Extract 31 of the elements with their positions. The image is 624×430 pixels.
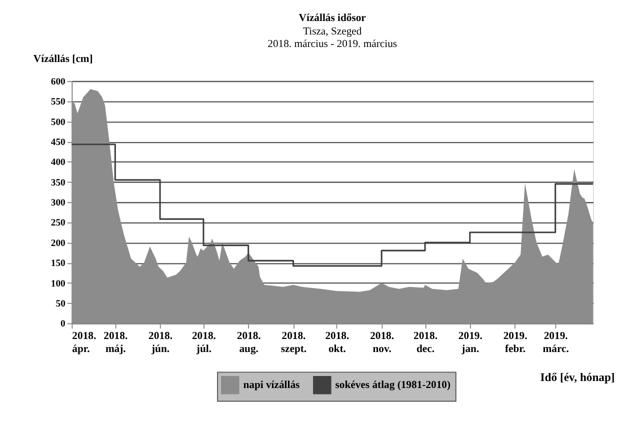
y-tick-label: 500 (50, 116, 66, 128)
y-axis-title: Vízállás [cm] (33, 54, 93, 66)
y-tick-label: 550 (50, 96, 66, 108)
y-tick-label: 50 (56, 298, 66, 310)
x-tick-label: 2018. jún. (148, 331, 173, 355)
x-tick-label: 2018. aug. (236, 331, 262, 355)
legend-label: sokéves átlag (1981-2010) (335, 380, 451, 392)
y-tick-label: 200 (50, 238, 66, 249)
x-tick-label: 2018. nov. (370, 331, 394, 355)
y-tick-label: 600 (50, 76, 66, 88)
y-tick-label: 400 (50, 157, 66, 168)
x-tick-label: 2018. ápr. (72, 331, 96, 355)
x-tick-label: 2018. szept. (280, 331, 307, 355)
x-tick-label: 2019. jan. (458, 331, 483, 355)
y-tick-label: 100 (50, 278, 66, 290)
y-tick-label: 150 (50, 258, 66, 270)
y-tick-label: 450 (50, 136, 66, 148)
y-tick-label: 0 (60, 318, 66, 330)
x-tick-label: 2018. dec. (414, 331, 438, 355)
legend-label: napi vízállás (243, 380, 300, 392)
x-axis-title: Idő [év, hónap] (540, 370, 615, 384)
x-tick-label: 2018. máj. (104, 331, 128, 355)
y-tick-label: 350 (50, 177, 66, 188)
x-tick-label: 2019. márc. (542, 331, 570, 355)
y-tick-label: 300 (50, 198, 66, 209)
x-tick-label: 2018. júl. (192, 331, 216, 355)
x-tick-label: 2018. okt. (325, 331, 350, 355)
x-tick-label: 2019. febr. (503, 331, 528, 355)
y-tick-label: 250 (50, 218, 66, 229)
chart-title: Vízállás idősor (298, 12, 366, 24)
chart-subtitle: Tisza, Szeged 2018. március - 2019. március (268, 26, 398, 50)
